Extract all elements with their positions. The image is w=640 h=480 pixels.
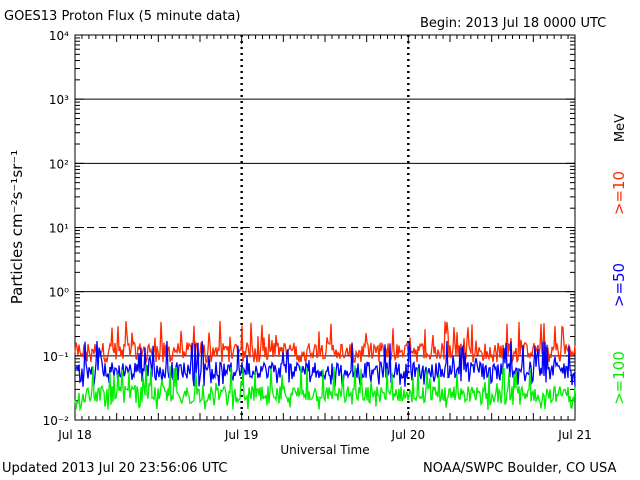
y-tick-label: 10³ (49, 93, 69, 107)
x-tick-label: Jul 19 (224, 428, 259, 442)
y-tick-label: 10⁻² (43, 414, 70, 428)
updated-timestamp: Updated 2013 Jul 20 23:56:06 UTC (2, 461, 228, 476)
x-tick-label: Jul 18 (57, 428, 92, 442)
y-tick-label: 10¹ (49, 222, 69, 236)
series-line-ge10 (74, 320, 576, 365)
x-tick-label: Jul 20 (391, 428, 426, 442)
series-line-ge50 (74, 340, 576, 387)
y-tick-label: 10⁰ (49, 286, 69, 300)
y-axis-label: Particles cm⁻²s⁻¹sr⁻¹ (8, 150, 26, 304)
legend-label: >=50 (610, 263, 628, 307)
legend-label: >=100 (610, 351, 628, 405)
legend-label: >=10 (610, 171, 628, 215)
chart-title: GOES13 Proton Flux (5 minute data) (4, 9, 241, 24)
x-axis-label: Universal Time (280, 443, 369, 457)
y-tick-label: 10⁴ (49, 29, 69, 43)
series-line-ge100 (74, 364, 576, 412)
noaa-credit: NOAA/SWPC Boulder, CO USA (423, 461, 617, 476)
begin-time: Begin: 2013 Jul 18 0000 UTC (420, 16, 607, 31)
energy-unit-label: MeV (613, 114, 628, 142)
x-tick-label: Jul 21 (557, 428, 592, 442)
y-tick-label: 10² (49, 157, 69, 171)
y-tick-label: 10⁻¹ (43, 350, 70, 364)
